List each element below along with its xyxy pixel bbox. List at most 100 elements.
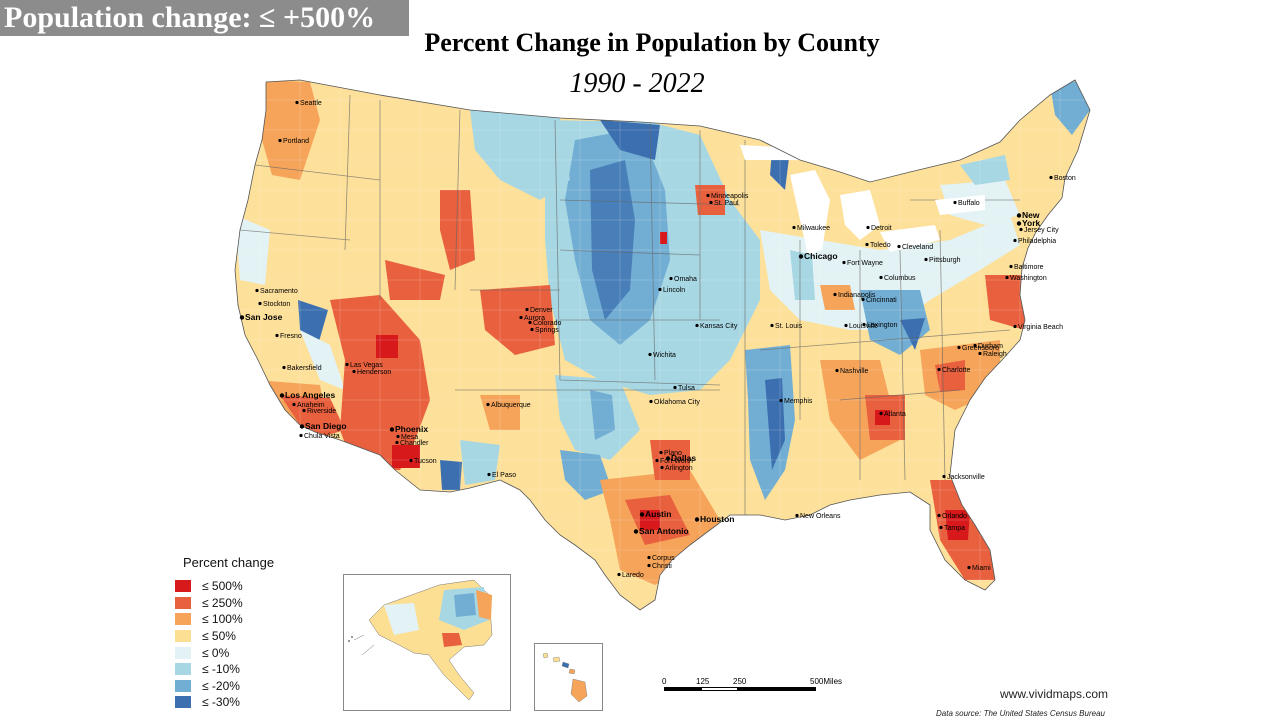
legend-label: ≤ 100% (202, 612, 243, 627)
city-label: Kansas City (700, 323, 738, 330)
city-label: Dallas (671, 453, 696, 463)
city-dot (770, 323, 774, 328)
city-label: Colorado (533, 320, 562, 327)
city-label: Seattle (300, 100, 322, 107)
city-label: New (1022, 210, 1040, 220)
city-dot (842, 260, 846, 265)
city-label: Aurora (524, 315, 545, 322)
city-label: Tucson (414, 458, 437, 465)
city-dot (1013, 238, 1017, 243)
city-dot (617, 572, 621, 577)
city-label: Riverside (307, 408, 336, 415)
city-dot (937, 367, 941, 372)
scale-segment-3 (738, 687, 816, 691)
city-dot (299, 433, 303, 438)
city-dot (282, 365, 286, 370)
city-dot (486, 402, 490, 407)
city-dot (1005, 275, 1009, 280)
city-dot (639, 512, 645, 517)
city-label: Las Vegas (350, 362, 383, 369)
legend-swatch (175, 696, 191, 709)
scale-label-0: 0 (662, 677, 667, 686)
city-dot (649, 399, 653, 404)
city-dot (866, 225, 870, 230)
city-label: Miami (972, 565, 991, 572)
data-source: Data source: The United States Census Bu… (936, 709, 1105, 718)
city-dot (487, 472, 491, 477)
city-dot (345, 362, 349, 367)
city-label: Tampa (944, 525, 965, 532)
map-title: Percent Change in Population by County (424, 28, 880, 57)
legend-swatch (175, 663, 191, 676)
legend-swatch (175, 580, 191, 593)
city-label: Greensboro (962, 345, 999, 352)
map-banner: Population change: ≤ +500% (0, 0, 409, 36)
city-label: Minneapolis (711, 193, 749, 200)
city-label: Albuquerque (491, 402, 531, 409)
city-label: Louisville (849, 323, 878, 330)
city-label: Chicago (804, 251, 838, 261)
city-dot (833, 292, 837, 297)
city-label: Columbus (884, 275, 916, 282)
city-label: Tulsa (678, 385, 695, 392)
city-dot (795, 513, 799, 518)
city-dot (897, 244, 901, 249)
city-dot (879, 275, 883, 280)
city-label: Plano (664, 450, 682, 457)
city-label: Los Angeles (285, 390, 335, 400)
city-dot (519, 315, 523, 320)
city-label: Stockton (263, 301, 290, 308)
city-dot (978, 351, 982, 356)
us-outline (234, 79, 1091, 611)
city-dot (694, 517, 700, 522)
map-subtitle: 1990 - 2022 (569, 68, 705, 99)
legend-label: ≤ 500% (202, 579, 243, 594)
city-dot (295, 100, 299, 105)
city-dot (957, 345, 961, 350)
scale-label-500: 500Miles (810, 677, 843, 686)
city-dot (953, 200, 957, 205)
legend-title: Percent change (183, 555, 275, 570)
city-dot (1013, 324, 1017, 329)
city-label: Portland (283, 138, 309, 145)
city-label: Nashville (840, 368, 869, 375)
scale-label-125: 125 (696, 677, 710, 686)
city-label: El Paso (492, 472, 516, 479)
city-dot (409, 458, 413, 463)
city-dot (352, 369, 356, 374)
legend-item: ≤ 500% (175, 578, 315, 595)
legend-label: ≤ 250% (202, 595, 243, 610)
scale-segment-1 (664, 687, 701, 691)
city-dot (792, 225, 796, 230)
legend-item: ≤ 100% (175, 611, 315, 628)
city-label: Omaha (674, 276, 697, 283)
alaska-inset (343, 574, 511, 711)
scale-label-250: 250 (733, 677, 747, 686)
legend-item: ≤ -30% (175, 694, 315, 711)
legend-swatch (175, 596, 191, 609)
city-label: Jersey City (1024, 227, 1059, 234)
legend-label: ≤ -20% (202, 678, 240, 693)
legend-swatch (175, 630, 191, 643)
city-label: Denver (530, 307, 553, 314)
city-label: Atlanta (884, 411, 906, 418)
hawaii-map (542, 652, 588, 703)
city-dot (389, 427, 395, 432)
legend-label: ≤ -10% (202, 662, 240, 677)
legend-swatch (175, 646, 191, 659)
city-dot (528, 320, 532, 325)
city-dot (879, 411, 883, 416)
city-label: Springs (535, 327, 559, 334)
city-dot (665, 456, 671, 461)
city-dot (779, 398, 783, 403)
city-label: Austin (645, 509, 671, 519)
city-label: Bakersfield (287, 365, 322, 372)
city-label: Detroit (871, 225, 892, 232)
legend-item: ≤ 250% (175, 595, 315, 612)
city-dot (937, 513, 941, 518)
city-dot (633, 529, 639, 534)
city-label: Buffalo (958, 200, 980, 207)
city-dot (865, 242, 869, 247)
city-label: Lincoln (663, 287, 685, 294)
city-dot (939, 525, 943, 530)
